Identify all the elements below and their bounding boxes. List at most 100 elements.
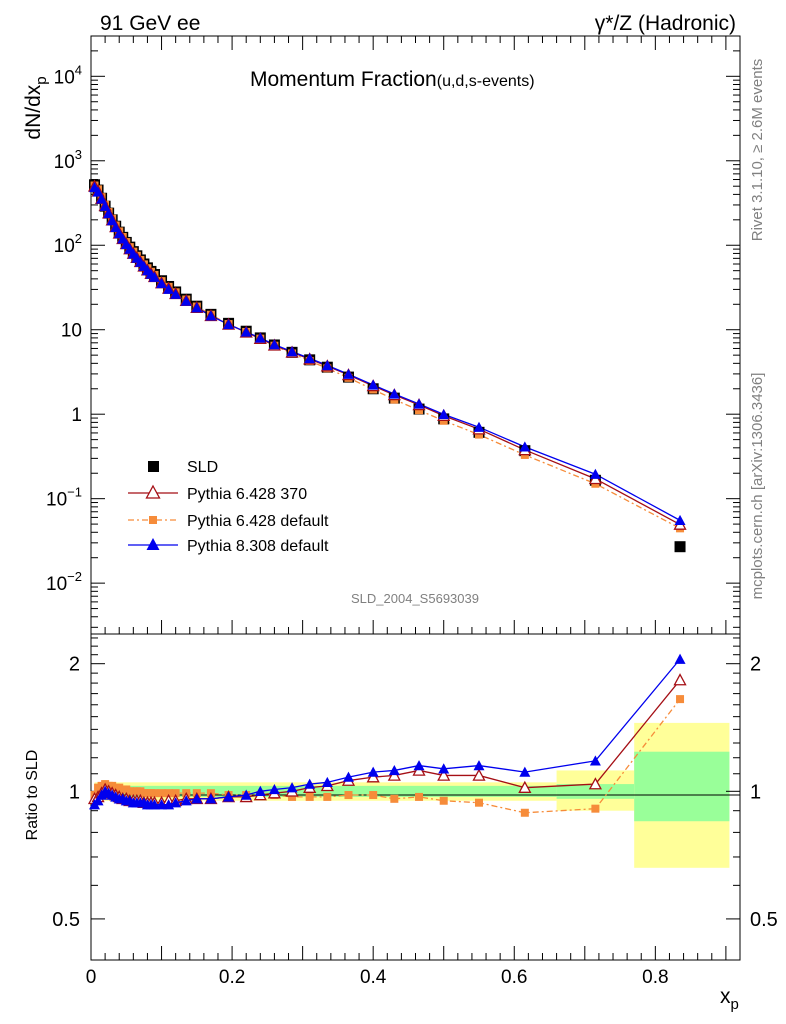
x-tick-label: 0.4 [360, 967, 387, 988]
legend-item-pythia6-default: Pythia 6.428 default [128, 513, 329, 530]
ratio-point-pythia-6-428-default [439, 796, 448, 805]
mcplots-label: mcplots.cern.ch [arXiv:1306.3436] [749, 373, 766, 600]
main-point-pythia-8-308-default [148, 271, 160, 282]
main-line-pythia-8-308-default [94, 187, 681, 521]
ratio-tick-label: 1 [69, 781, 80, 803]
main-point-pythia-8-308-default [180, 295, 192, 306]
ratio-tick-label: 0.5 [52, 909, 80, 931]
ratio-series-layer [87, 653, 687, 817]
ratio-point-pythia-6-428-370 [472, 768, 486, 781]
ratio-point-pythia-6-428-default [323, 792, 332, 801]
y-tick-base: 10 [46, 490, 67, 511]
x-axis-label-main: x [720, 985, 731, 1008]
y-tick-exponent: 2 [75, 231, 82, 246]
main-point-pythia-6-428-default [474, 430, 483, 439]
ratio-point-pythia-8-308-default [367, 766, 379, 777]
analysis-watermark: SLD_2004_S5693039 [351, 591, 479, 606]
ratio-point-pythia-8-308-default [321, 776, 333, 787]
main-point-pythia-8-308-default [367, 379, 379, 390]
ratio-axis-ticks: 0.5 0.5 1 1 2 2 [52, 637, 778, 961]
main-line-pythia-6-428-370 [93, 185, 681, 526]
ratio-point-pythia-8-308-default [268, 783, 280, 795]
legend-item-sld: SLD [148, 459, 218, 476]
main-point-pythia-8-308-default [110, 221, 122, 233]
y-tick-label: 102 [54, 231, 82, 257]
ratio-band-stat [94, 785, 557, 797]
x-tick-label: 0.6 [501, 967, 527, 988]
ratio-point-pythia-6-428-default [157, 789, 166, 798]
legend-item-pythia6-370: Pythia 6.428 370 [128, 484, 307, 503]
main-point-pythia-8-308-default [240, 326, 252, 337]
ratio-point-pythia-8-308-default [342, 771, 354, 782]
y-tick-label: 103 [54, 147, 82, 173]
main-point-pythia-8-308-default [170, 288, 182, 299]
header-right-label: γ*/Z (Hadronic) [595, 12, 736, 35]
y-tick-label: 10−2 [46, 569, 82, 595]
ratio-point-pythia-6-428-370 [673, 673, 687, 686]
main-point-pythia-8-308-default [473, 421, 485, 432]
main-point-pythia-8-308-default [254, 332, 266, 343]
chart-title-main: Momentum Fraction [250, 68, 437, 91]
ratio-point-pythia-8-308-default [170, 797, 182, 808]
ratio-point-pythia-8-308-default [438, 763, 450, 774]
x-axis-label: xp [720, 985, 739, 1013]
main-point-pythia-8-308-default [304, 352, 316, 364]
ratio-point-pythia-6-428-default [415, 792, 424, 801]
legend-label-sld: SLD [187, 459, 218, 476]
ratio-point-pythia-8-308-default [180, 795, 192, 806]
main-point-pythia-8-308-default [205, 310, 217, 321]
ratio-point-pythia-6-428-370 [518, 780, 532, 793]
main-point-pythia-8-308-default [156, 277, 168, 289]
ratio-point-pythia-8-308-default [205, 793, 217, 804]
ratio-point-pythia-6-428-default [520, 808, 529, 817]
main-series-layer [87, 179, 687, 553]
y-axis-label-main: dN/dx [22, 84, 45, 139]
legend: SLD Pythia 6.428 370 Pythia 6.428 defaul… [128, 459, 329, 555]
y-tick-label: 1 [71, 405, 82, 426]
main-point-pythia-8-308-default [674, 514, 686, 526]
ratio-point-pythia-6-428-370 [437, 768, 451, 781]
main-point-pythia-8-308-default [286, 346, 298, 357]
main-point-pythia-8-308-default [92, 186, 104, 197]
ratio-point-pythia-6-428-default [164, 789, 173, 798]
y-tick-exponent: 3 [75, 147, 82, 162]
ratio-point-pythia-6-428-default [390, 794, 399, 803]
ratio-point-pythia-8-308-default [148, 799, 160, 810]
main-point-pythia-8-308-default [342, 368, 354, 379]
ratio-point-pythia-8-308-default [388, 764, 400, 776]
main-point-pythia-8-308-default [519, 441, 531, 452]
ratio-point-pythia-6-428-default [305, 792, 314, 801]
y-tick-exponent: −1 [67, 485, 82, 500]
main-point-pythia-8-308-default [163, 283, 175, 294]
ratio-point-pythia-8-308-default [286, 782, 298, 793]
legend-label-pythia6-default: Pythia 6.428 default [187, 513, 329, 530]
y-tick-base: 10 [46, 574, 67, 595]
rivet-label: Rivet 3.1.10, ≥ 2.6M events [749, 59, 766, 242]
y-tick-base: 10 [54, 152, 75, 173]
x-tick-label: 0.8 [642, 967, 668, 988]
y-tick-label: 104 [54, 62, 82, 88]
x-axis-label-sub: p [731, 996, 739, 1013]
ratio-point-pythia-6-428-default [288, 792, 297, 801]
main-point-pythia-8-308-default [388, 388, 400, 399]
ratio-point-pythia-8-308-default [156, 799, 168, 810]
main-point-pythia-8-308-default [589, 468, 601, 479]
ratio-point-pythia-8-308-default [240, 789, 252, 800]
y-axis-label-sub: p [33, 76, 50, 84]
x-tick-label: 0.2 [219, 967, 245, 988]
ratio-point-pythia-8-308-default [191, 793, 203, 804]
legend-marker-pythia6-default [149, 516, 157, 524]
ratio-band-stat [634, 751, 730, 822]
sld-data-point [674, 541, 686, 553]
ratio-point-pythia-6-428-default [344, 791, 353, 800]
ratio-point-pythia-6-428-default [171, 789, 180, 798]
ratio-point-pythia-8-308-default [473, 760, 485, 771]
legend-marker-sld [148, 461, 159, 472]
y-tick-exponent: 4 [75, 62, 82, 77]
ratio-point-pythia-8-308-default [674, 653, 686, 664]
x-tick-label: 0 [86, 967, 97, 988]
main-point-pythia-8-308-default [99, 200, 111, 211]
ratio-point-pythia-8-308-default [304, 778, 316, 789]
header-left-label: 91 GeV ee [100, 12, 200, 35]
